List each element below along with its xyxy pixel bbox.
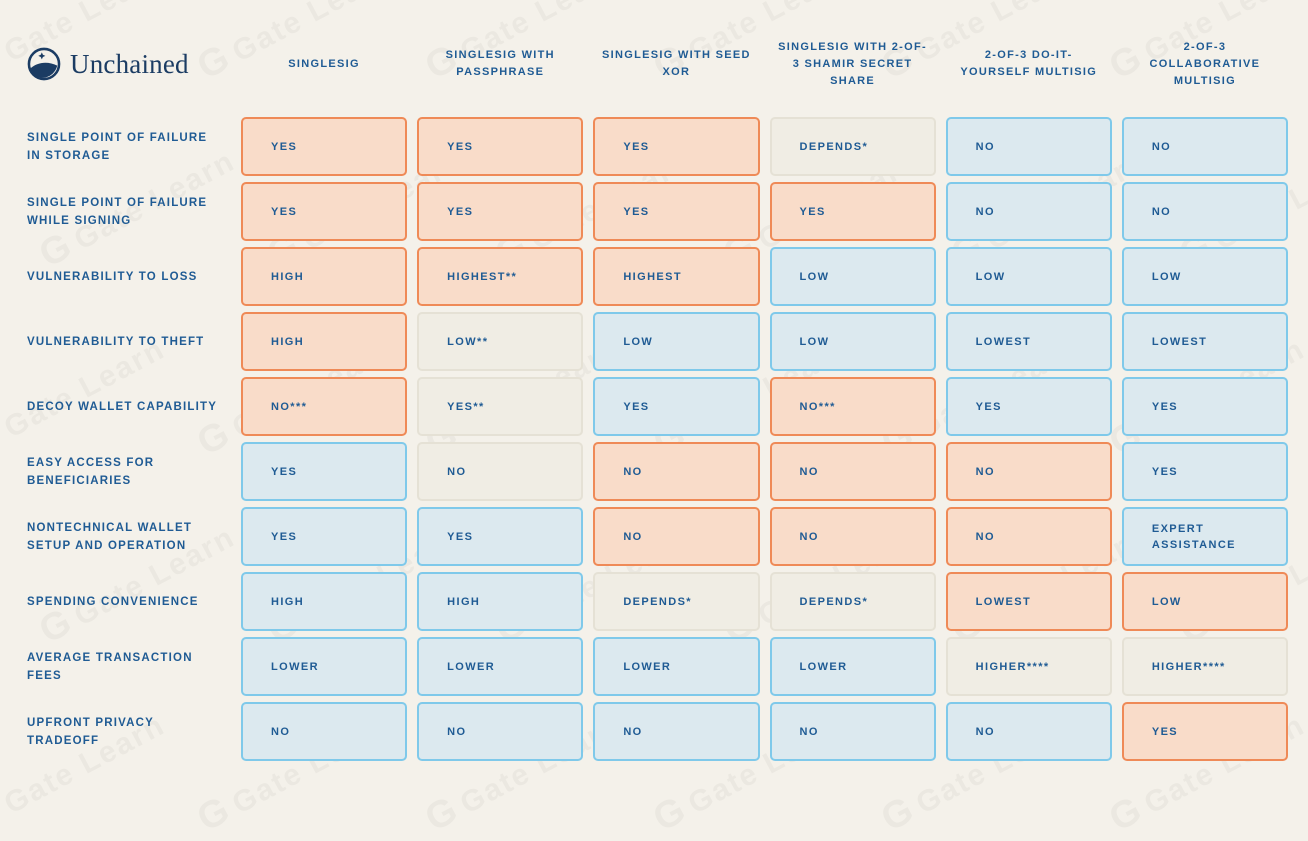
table-cell: YES (417, 117, 584, 176)
table-cell: YES (241, 442, 408, 501)
table-cell: YES (1121, 702, 1288, 761)
table-cell: NO (945, 182, 1112, 241)
row-label: AVERAGE TRANSACTION FEES (27, 651, 193, 682)
table-cell: NO (769, 507, 936, 566)
table-cell: LOW (1121, 247, 1288, 306)
comparison-table-page: Unchained SINGLESIG SINGLESIG WITH PASSPH… (0, 28, 1308, 817)
table-cell: NO (945, 117, 1112, 176)
row-label: SINGLE POINT OF FAILURE WHILE SIGNING (27, 196, 208, 227)
table-cell: NO (593, 702, 760, 761)
column-header: SINGLESIG WITH SEED XOR (602, 49, 751, 78)
table-header: Unchained SINGLESIG SINGLESIG WITH PASSPH… (0, 28, 1308, 100)
table-cell: NO (945, 507, 1112, 566)
table-cell: LOWER (417, 637, 584, 696)
table-cell: HIGH (417, 572, 584, 631)
row-label: VULNERABILITY TO THEFT (27, 335, 205, 348)
table-body: SINGLE POINT OF FAILURE IN STORAGE YES YES… (0, 117, 1308, 761)
table-cell: YES (1121, 377, 1288, 436)
table-cell: LOW (769, 247, 936, 306)
table-cell: YES (1121, 442, 1288, 501)
table-cell: LOWER (241, 637, 408, 696)
row-label: SINGLE POINT OF FAILURE IN STORAGE (27, 131, 208, 162)
table-cell: DEPENDS* (769, 572, 936, 631)
table-cell: NO (593, 442, 760, 501)
row-label: UPFRONT PRIVACY TRADEOFF (27, 716, 154, 747)
column-header: SINGLESIG WITH PASSPHRASE (445, 49, 555, 78)
table-cell: EXPERT ASSISTANCE (1121, 507, 1288, 566)
column-header: SINGLESIG (288, 57, 360, 70)
table-cell: YES (945, 377, 1112, 436)
table-cell: YES (769, 182, 936, 241)
row-label: VULNERABILITY TO LOSS (27, 270, 198, 283)
table-cell: YES** (417, 377, 584, 436)
table-cell: NO (417, 702, 584, 761)
table-cell: DEPENDS* (593, 572, 760, 631)
unchained-circle-logo-icon (27, 47, 61, 81)
table-cell: YES (417, 182, 584, 241)
table-cell: LOW (945, 247, 1112, 306)
table-cell: NO (769, 702, 936, 761)
table-cell: NO (241, 702, 408, 761)
table-cell: NO (945, 442, 1112, 501)
table-cell: HIGH (241, 247, 408, 306)
table-cell: HIGHER**** (1121, 637, 1288, 696)
table-cell: NO (593, 507, 760, 566)
row-label: DECOY WALLET CAPABILITY (27, 400, 218, 413)
brand-name: Unchained (70, 48, 189, 79)
column-header: 2-OF-3 DO-IT-YOURSELF MULTISIG (960, 49, 1098, 78)
table-cell: NO (945, 702, 1112, 761)
table-cell: HIGHEST (593, 247, 760, 306)
table-cell: LOW (769, 312, 936, 371)
table-cell: YES (593, 377, 760, 436)
unchained-logo: Unchained (27, 47, 231, 81)
table-cell: HIGHEST** (417, 247, 584, 306)
table-cell: HIGH (241, 572, 408, 631)
table-cell: LOW (1121, 572, 1288, 631)
table-cell: LOWEST (945, 572, 1112, 631)
table-cell: LOWER (769, 637, 936, 696)
table-cell: LOWEST (1121, 312, 1288, 371)
row-label: SPENDING CONVENIENCE (27, 595, 199, 608)
table-cell: HIGHER**** (945, 637, 1112, 696)
column-header: 2-OF-3 COLLABORATIVE MULTISIG (1149, 40, 1261, 87)
table-cell: DEPENDS* (769, 117, 936, 176)
table-cell: NO (1121, 182, 1288, 241)
row-label: EASY ACCESS FOR BENEFICIARIES (27, 456, 155, 487)
table-cell: HIGH (241, 312, 408, 371)
table-cell: YES (241, 507, 408, 566)
table-cell: YES (241, 117, 408, 176)
column-header: SINGLESIG WITH 2-OF-3 SHAMIR SECRET SHAR… (778, 40, 927, 87)
table-cell: NO*** (769, 377, 936, 436)
table-cell: LOWEST (945, 312, 1112, 371)
table-cell: YES (417, 507, 584, 566)
table-cell: YES (241, 182, 408, 241)
table-cell: LOWER (593, 637, 760, 696)
row-label: NONTECHNICAL WALLET SETUP AND OPERATION (27, 521, 193, 552)
table-cell: NO*** (241, 377, 408, 436)
table-cell: NO (417, 442, 584, 501)
table-cell: YES (593, 182, 760, 241)
table-cell: NO (769, 442, 936, 501)
table-cell: YES (593, 117, 760, 176)
table-cell: LOW (593, 312, 760, 371)
table-cell: LOW** (417, 312, 584, 371)
table-cell: NO (1121, 117, 1288, 176)
